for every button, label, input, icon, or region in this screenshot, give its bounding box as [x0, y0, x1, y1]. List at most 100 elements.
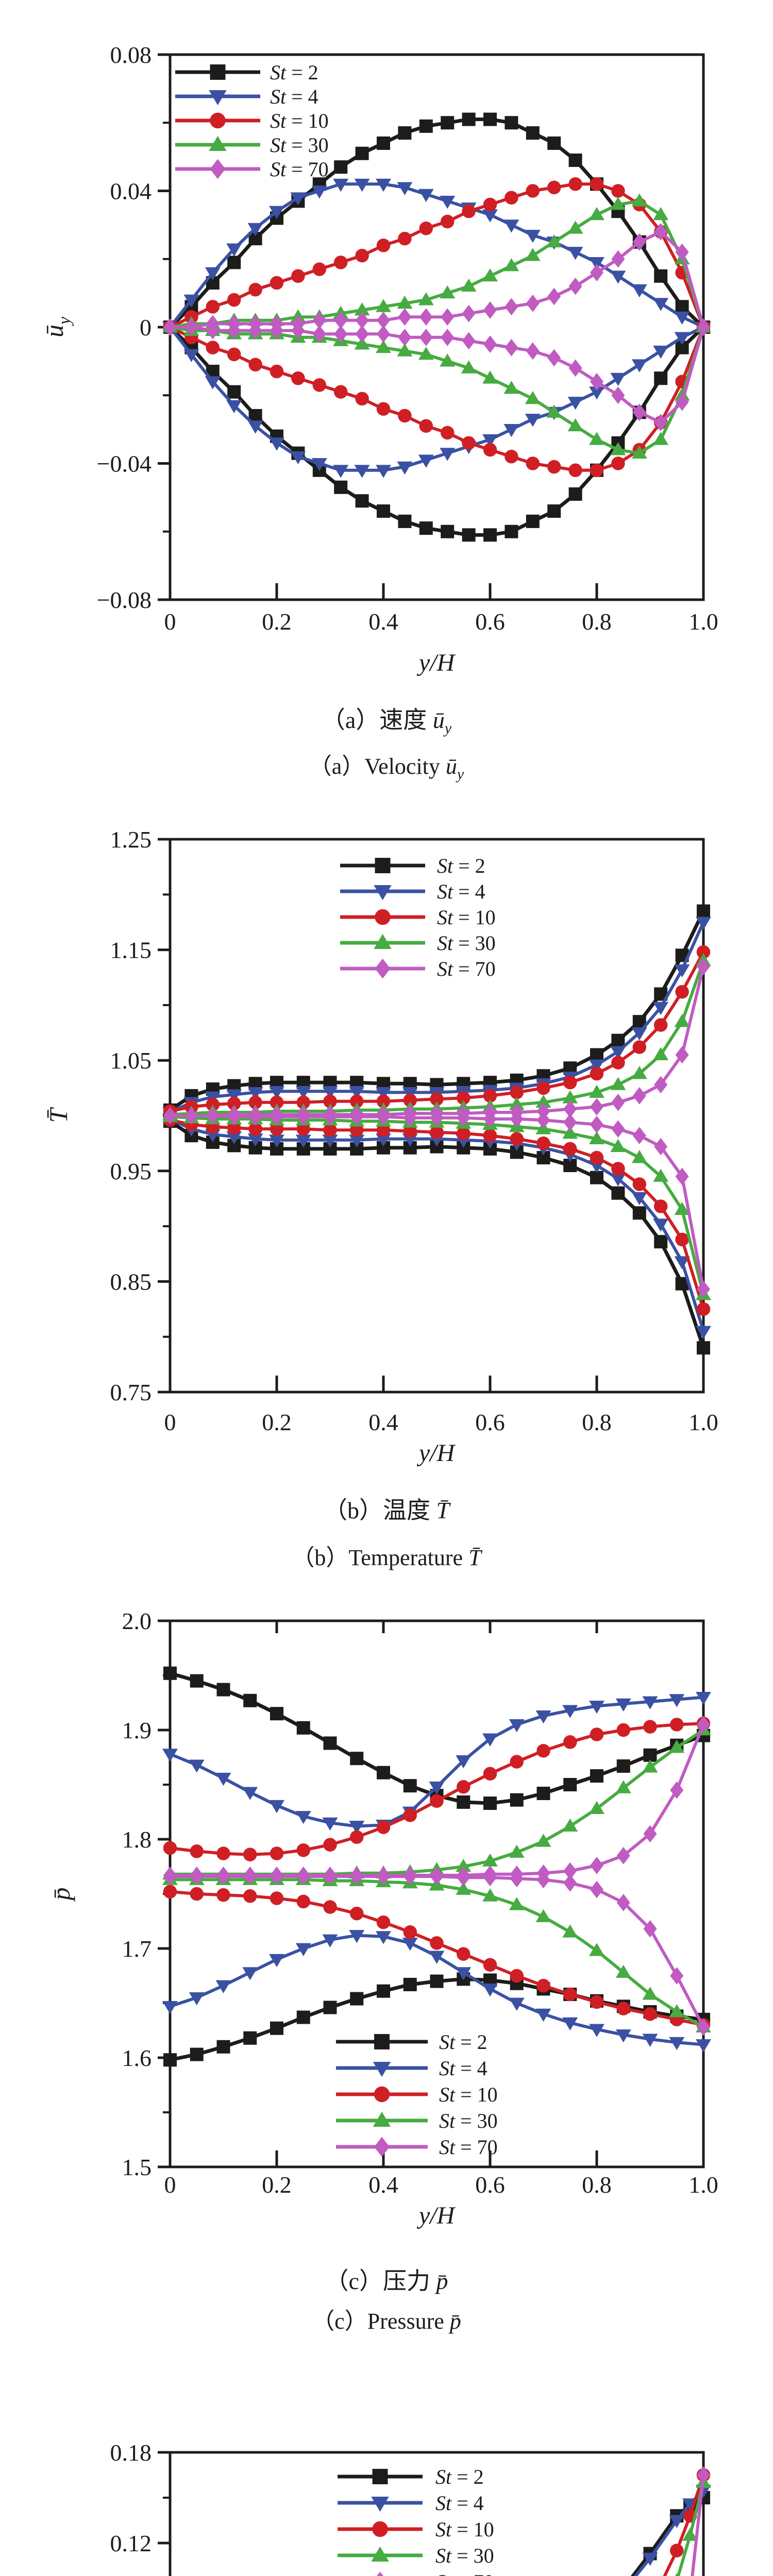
series-st2-marker: [377, 1984, 390, 1998]
series-st30-marker: [589, 207, 604, 221]
series-st10-marker: [669, 1718, 684, 1732]
legend-label: St = 30: [437, 931, 496, 955]
series-st70-marker: [654, 223, 668, 241]
legend-label: St = 70: [439, 2136, 498, 2159]
legend-marker: [374, 885, 392, 901]
series-st10-marker: [483, 1089, 497, 1103]
x-tick-label: 0.8: [582, 1409, 612, 1435]
series-st10-marker: [243, 1889, 257, 1903]
series-st10-marker: [333, 385, 348, 399]
series-st10-marker: [355, 392, 369, 406]
series-st70-marker: [697, 957, 710, 975]
series-st30-marker: [631, 445, 647, 459]
series-st70-marker: [483, 1110, 497, 1128]
series-st2-marker: [675, 300, 689, 314]
series-st30-marker: [354, 302, 370, 316]
series-st70-marker: [654, 414, 668, 432]
series-st2-marker: [654, 269, 668, 283]
series-st30-marker: [509, 1097, 525, 1110]
series-st70-marker: [616, 1846, 630, 1865]
series-st30-marker: [631, 1150, 647, 1163]
y-tick-label: 1.9: [122, 1717, 152, 1743]
series-st4-marker: [215, 1980, 231, 1994]
series-st10-marker: [568, 177, 582, 191]
series-st70-marker: [163, 1107, 177, 1125]
series-st30-marker: [503, 258, 519, 272]
series-st10-marker: [611, 1056, 625, 1070]
series-st70-marker: [675, 1167, 689, 1185]
series-st2-lower: [163, 320, 710, 542]
series-st10-marker: [643, 1720, 657, 1734]
series-st30-marker: [482, 370, 498, 384]
series-st30-marker: [440, 285, 456, 299]
series-st4-marker: [290, 451, 306, 465]
series-st10-marker: [248, 1122, 262, 1136]
series-st10-marker: [590, 177, 604, 191]
series-st10-marker: [163, 1885, 177, 1899]
legend-item-st10: St = 10: [336, 2083, 498, 2106]
series-st10-marker: [248, 358, 262, 371]
series-st10-marker: [243, 1848, 257, 1861]
series-st4-line: [633, 2489, 705, 2576]
legend-item-st4: St = 4: [175, 85, 318, 108]
series-st70-marker: [536, 1111, 550, 1129]
series-st10-marker: [632, 1177, 647, 1191]
series-st4-marker: [610, 270, 626, 284]
x-tick-label: 0.4: [368, 608, 398, 635]
y-tick-label: 0.08: [110, 42, 152, 68]
series-st30-marker: [615, 1964, 631, 1978]
series-st2-lower: [163, 1972, 710, 2067]
series-st10-marker: [510, 1132, 524, 1146]
series-st10-marker: [216, 1846, 230, 1860]
series-st4-marker: [482, 209, 498, 223]
y-tick-label: 1.05: [110, 1047, 152, 1074]
series-st30-marker: [418, 346, 434, 360]
series-st10-marker: [611, 1162, 625, 1176]
series-st30-marker: [589, 432, 604, 445]
series-st2-marker: [654, 371, 668, 385]
series-st4-marker: [610, 1046, 626, 1059]
series-st10-marker: [376, 402, 391, 416]
legend-item-st2: St = 2: [340, 854, 485, 877]
series-st4-marker: [354, 178, 370, 192]
series-st30-marker: [653, 1168, 669, 1182]
series-st10-marker: [430, 1794, 444, 1808]
series-st4-marker: [696, 1326, 711, 1339]
series-st30-marker: [376, 299, 391, 312]
series-st2-marker: [611, 1033, 625, 1047]
series-st2-marker: [243, 1693, 257, 1707]
series-st10-marker: [616, 2002, 631, 2015]
series-st70-marker: [227, 321, 241, 340]
series-st4-marker: [349, 1134, 365, 1148]
chart-d-heat-flux: 0.180.120.060−0.06−0.12−0.1800.20.40.60.…: [110, 2439, 711, 2576]
series-st70-marker: [563, 1100, 577, 1118]
x-tick-label: 1.0: [688, 1409, 718, 1435]
series-st4-marker: [589, 1160, 604, 1174]
series-st70-marker: [355, 311, 369, 329]
series-st4-marker: [525, 414, 541, 427]
series-st4-marker: [402, 1133, 418, 1147]
series-st10-marker: [611, 184, 625, 198]
series-st70-marker: [377, 1108, 390, 1126]
legend-marker: [372, 2469, 388, 2484]
series-st70-marker: [563, 1113, 577, 1131]
series-st10-marker: [696, 1302, 711, 1316]
legend-marker: [374, 2137, 390, 2157]
series-st2-marker: [536, 1786, 550, 1800]
series-st4-marker: [247, 223, 263, 236]
series-st10-upper: [163, 177, 711, 334]
legend-marker: [372, 2521, 388, 2537]
series-st70-marker: [536, 1103, 550, 1120]
series-st10-marker: [248, 1095, 262, 1110]
series-st2-marker: [270, 2021, 283, 2035]
series-st70-marker: [184, 1107, 198, 1125]
series-st70-marker: [632, 1087, 646, 1105]
legend-label: St = 70: [270, 158, 329, 181]
series-st10-upper: [163, 945, 711, 1118]
y-tick-label: 0.12: [110, 2530, 152, 2556]
series-st70-marker: [377, 311, 390, 329]
series-st10-marker: [563, 1142, 577, 1156]
